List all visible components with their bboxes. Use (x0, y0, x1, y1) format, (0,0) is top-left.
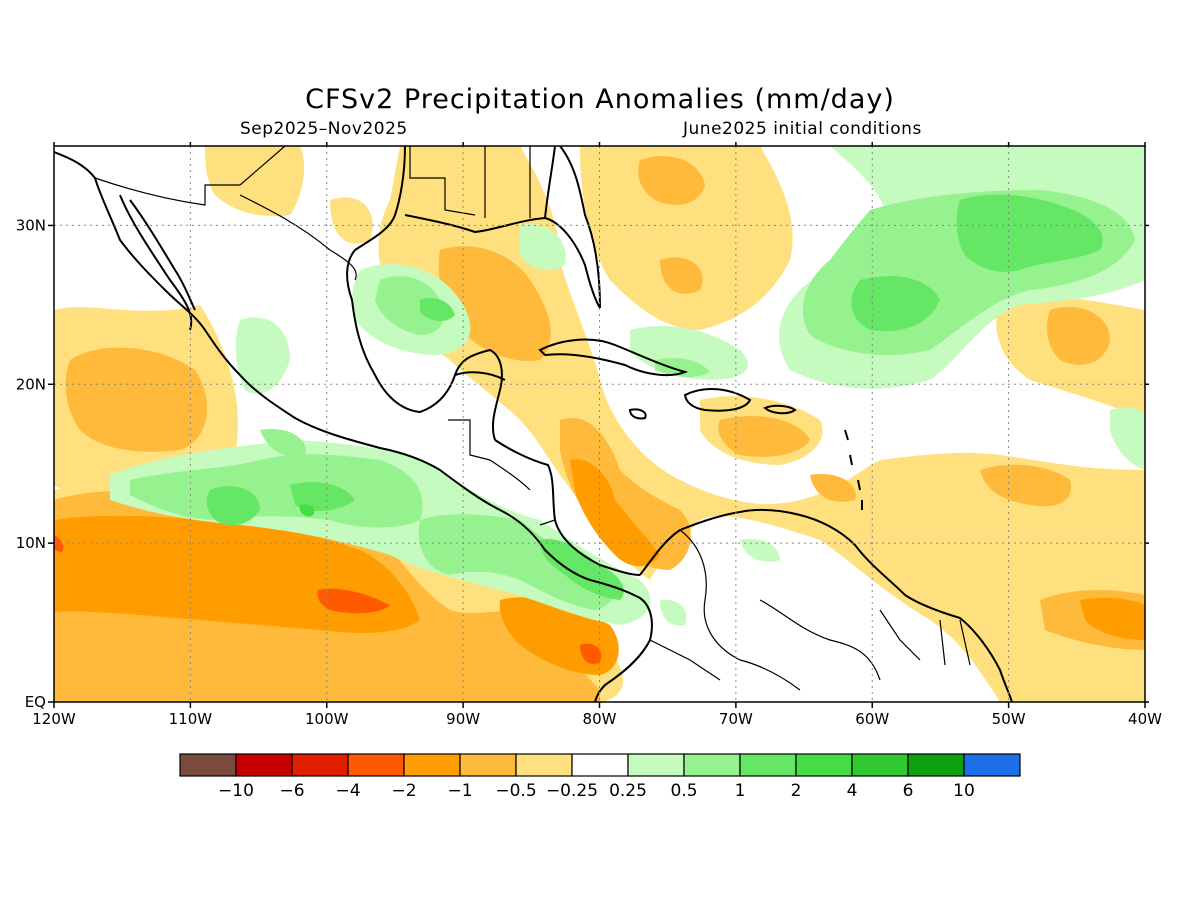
colorbar-label: −2 (391, 781, 416, 801)
colorbar-swatch (627, 753, 685, 777)
colorbar-swatch (683, 753, 741, 777)
lon-tick-label: 50W (992, 710, 1026, 728)
initial-conditions: June2025 initial conditions (683, 119, 922, 139)
colorbar: −10 −6 −4 −2 −1 −0.5 −0.25 0.25 0.5 1 2 4 6 10 (179, 753, 1021, 801)
colorbar-label: −1 (447, 781, 472, 801)
colorbar-swatch (459, 753, 517, 777)
colorbar-label: −0.5 (495, 781, 536, 801)
very-dry-areas (54, 535, 602, 665)
colorbar-swatch (515, 753, 573, 777)
colorbar-swatch (795, 753, 853, 777)
colorbar-label: −0.25 (546, 781, 598, 801)
colorbar-swatch (963, 753, 1021, 777)
very-wet-areas (299, 504, 315, 517)
lon-tick-label: 70W (719, 710, 753, 728)
lon-tick-label: 40W (1128, 710, 1162, 728)
colorbar-swatch (907, 753, 965, 777)
colorbar-label: 0.25 (609, 781, 647, 801)
lon-tick-label: 90W (446, 710, 480, 728)
lat-tick-label: 20N (16, 375, 46, 393)
colorbar-label: 4 (847, 781, 858, 801)
lon-tick-label: 60W (855, 710, 889, 728)
colorbar-label: 1 (735, 781, 746, 801)
colorbar-label: 2 (791, 781, 802, 801)
lon-tick-label: 80W (583, 710, 617, 728)
colorbar-swatch (571, 753, 629, 777)
lat-tick-label: 30N (16, 216, 46, 234)
colorbar-swatch (291, 753, 349, 777)
lon-tick-label: 110W (169, 710, 213, 728)
colorbar-label: 10 (953, 781, 975, 801)
coastlines (54, 146, 1013, 702)
valid-period: Sep2025–Nov2025 (240, 119, 408, 139)
lon-tick-label: 120W (32, 710, 76, 728)
colorbar-swatch (403, 753, 461, 777)
colorbar-swatch (179, 753, 237, 777)
graticule (54, 146, 1145, 702)
axes: 120W 110W 100W 90W 80W 70W 60W 50W 40W EQ 10N 20N 30… (16, 142, 1162, 728)
colorbar-label: −10 (218, 781, 254, 801)
colorbar-swatch (235, 753, 293, 777)
political-borders (94, 146, 971, 691)
wet-areas (206, 194, 1103, 600)
colorbar-swatch (739, 753, 797, 777)
lat-tick-label: 10N (16, 534, 46, 552)
colorbar-swatch (347, 753, 405, 777)
colorbar-label: −6 (279, 781, 304, 801)
lon-tick-label: 100W (305, 710, 349, 728)
colorbar-label: 6 (903, 781, 914, 801)
map-title: CFSv2 Precipitation Anomalies (mm/day) (305, 84, 895, 115)
colorbar-swatch (851, 753, 909, 777)
colorbar-label: 0.5 (670, 781, 697, 801)
colorbar-label: −4 (335, 781, 360, 801)
lat-tick-label: EQ (25, 693, 46, 711)
